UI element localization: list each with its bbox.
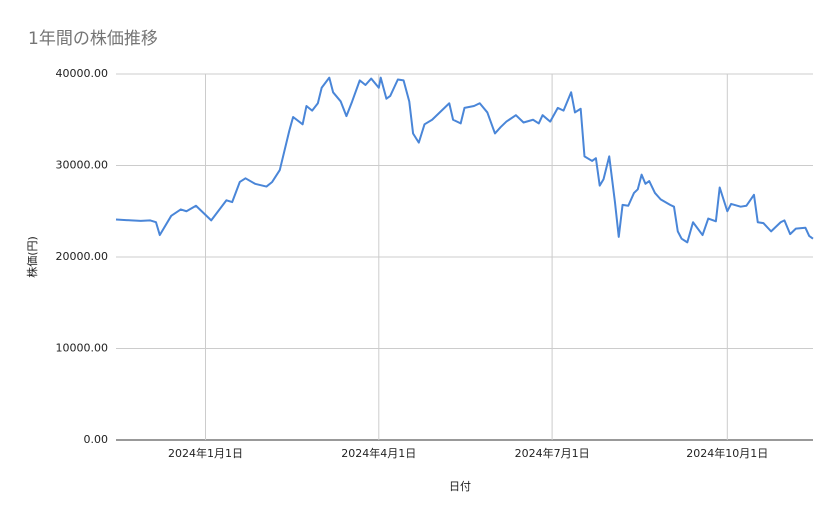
y-tick-label: 20000.00 <box>56 250 109 263</box>
x-tick-label: 2024年10月1日 <box>686 446 768 460</box>
y-tick-label: 40000.00 <box>56 67 109 80</box>
x-axis-title: 日付 <box>449 480 471 493</box>
y-tick-label: 0.00 <box>84 433 109 446</box>
chart-title: 1年間の株価推移 <box>28 29 158 49</box>
y-tick-label: 30000.00 <box>56 159 109 172</box>
y-axis-title: 株価(円) <box>25 236 39 278</box>
x-tick-label: 2024年7月1日 <box>515 446 590 460</box>
y-tick-label: 10000.00 <box>56 342 109 355</box>
line-series <box>115 76 814 244</box>
x-tick-label: 2024年1月1日 <box>168 446 243 460</box>
x-tick-label: 2024年4月1日 <box>341 446 416 460</box>
